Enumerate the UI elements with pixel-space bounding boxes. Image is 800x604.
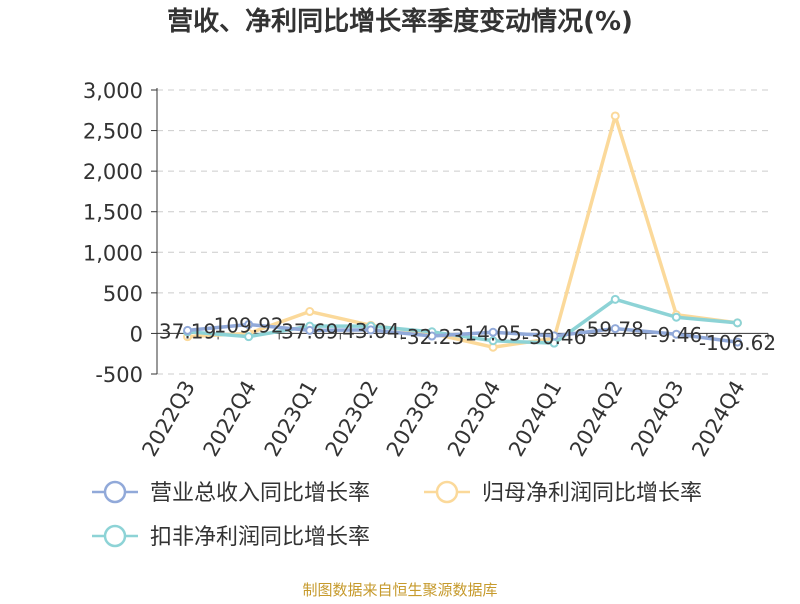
- legend-marker: [103, 524, 127, 548]
- legend-label: 营业总收入同比增长率: [150, 481, 370, 506]
- data-label: -32.23: [400, 325, 464, 349]
- data-label: 37.69: [281, 319, 338, 343]
- y-tick-label: -500: [95, 363, 143, 387]
- y-tick-label: 3,000: [83, 79, 143, 103]
- data-label: 37.19: [159, 319, 216, 343]
- data-point: [488, 327, 498, 337]
- data-point: [671, 312, 681, 322]
- legend-label: 扣非净利润同比增长率: [150, 525, 370, 550]
- legend-item: 营业总收入同比增长率: [92, 480, 370, 506]
- x-tick-label: 2023Q2: [321, 377, 383, 461]
- data-point: [183, 325, 193, 335]
- y-tick-label: 0: [130, 322, 143, 346]
- data-point: [610, 294, 620, 304]
- chart-title: 营收、净利同比增长率季度变动情况(%): [167, 6, 633, 37]
- data-label: 14.05: [464, 321, 521, 345]
- x-tick-label: 2024Q2: [565, 377, 627, 461]
- y-tick-label: 1,500: [83, 201, 143, 225]
- x-tick-label: 2024Q4: [687, 377, 749, 461]
- data-point: [732, 318, 742, 328]
- x-tick-label: 2022Q3: [137, 377, 199, 461]
- data-point: [732, 337, 742, 347]
- x-tick-label: 2023Q3: [382, 377, 444, 461]
- data-point: [244, 320, 254, 330]
- data-point: [610, 324, 620, 334]
- x-tick-label: 2023Q1: [260, 377, 322, 461]
- data-label: 43.04: [342, 319, 399, 343]
- legend-marker: [103, 480, 127, 504]
- legend-item: 归母净利润同比增长率: [424, 480, 702, 506]
- series-line: [185, 114, 740, 349]
- legend-item: 扣非净利润同比增长率: [92, 524, 370, 550]
- series-line: [185, 297, 740, 345]
- data-point: [244, 332, 254, 342]
- legend-label: 归母净利润同比增长率: [482, 481, 702, 506]
- data-point: [427, 331, 437, 341]
- data-point: [366, 325, 376, 335]
- y-tick-label: 2,000: [83, 160, 143, 184]
- x-tick-label: 2024Q1: [504, 377, 566, 461]
- data-point: [305, 325, 315, 335]
- x-tick-label: 2024Q3: [626, 377, 688, 461]
- y-tick-label: 2,500: [83, 120, 143, 144]
- series-lines: [183, 111, 742, 352]
- data-label: 59.78: [587, 318, 644, 342]
- series-line: [185, 322, 740, 344]
- data-point: [610, 111, 620, 121]
- data-point: [549, 331, 559, 341]
- data-point: [488, 336, 498, 346]
- grid-lines: [157, 89, 768, 375]
- x-tick-label: 2022Q4: [199, 377, 261, 461]
- legend-marker: [435, 480, 459, 504]
- data-label: -106.62: [699, 331, 776, 355]
- data-label: 109.92: [214, 314, 284, 338]
- source-note: 制图数据来自恒生聚源数据库: [302, 581, 497, 599]
- axes: -50005001,0001,5002,0002,5003,0002022Q32…: [83, 79, 769, 461]
- data-point: [305, 307, 315, 317]
- data-label: -9.46: [650, 323, 702, 347]
- data-point: [671, 329, 681, 339]
- data-label: -30.46: [522, 325, 586, 349]
- y-tick-label: 500: [103, 282, 143, 306]
- x-tick-label: 2023Q4: [443, 377, 505, 461]
- y-tick-label: 1,000: [83, 241, 143, 265]
